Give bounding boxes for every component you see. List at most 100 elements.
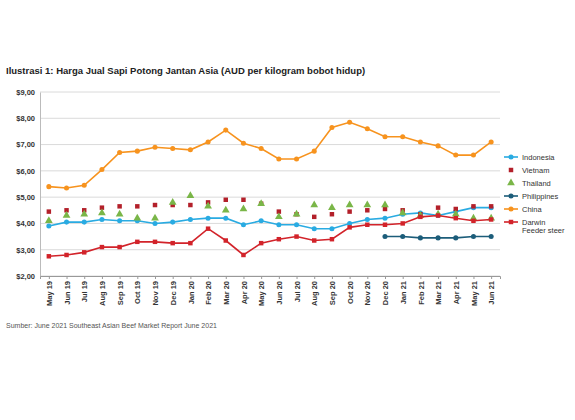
tick-label: $3,00 <box>16 246 35 255</box>
tick-mark <box>314 276 315 279</box>
tick-mark <box>456 276 457 279</box>
legend-item: China <box>504 205 542 214</box>
tick-label: $6,00 <box>16 167 35 176</box>
marker <box>188 203 192 207</box>
grid <box>40 92 500 276</box>
legend-item: Thailand <box>507 179 551 188</box>
tick-mark <box>84 276 85 279</box>
tick-mark <box>279 276 280 279</box>
marker <box>151 214 159 221</box>
tick-label: May 19 <box>45 281 54 306</box>
tick: Nov 19 <box>151 276 160 306</box>
tick: $6,00 <box>16 167 40 176</box>
marker <box>98 208 106 215</box>
marker <box>365 223 369 227</box>
marker <box>241 141 246 146</box>
marker <box>471 219 475 223</box>
marker <box>418 139 423 144</box>
tick-label: Dec 19 <box>169 281 178 305</box>
tick-mark <box>473 276 474 279</box>
legend-symbol <box>508 206 513 211</box>
marker <box>80 210 88 217</box>
marker <box>82 220 87 225</box>
tick: Jan 20 <box>187 276 196 304</box>
marker <box>223 128 228 133</box>
marker <box>100 245 104 249</box>
marker <box>64 185 69 190</box>
marker <box>400 234 405 239</box>
marker <box>436 235 441 240</box>
marker <box>347 120 352 125</box>
marker <box>206 216 211 221</box>
tick-label: Jan 20 <box>187 281 196 304</box>
tick: May 19 <box>45 276 54 306</box>
tick-mark <box>137 276 138 279</box>
tick-mark <box>49 276 50 279</box>
tick-mark <box>420 276 421 279</box>
marker <box>293 210 301 217</box>
tick-label: Jun 19 <box>63 281 72 305</box>
tick-mark <box>367 276 368 279</box>
marker <box>257 199 265 206</box>
series-line <box>49 216 491 257</box>
legend-symbol <box>507 179 515 186</box>
tick: Aug 20 <box>310 276 319 306</box>
tick-label: $2,00 <box>16 272 35 281</box>
marker <box>188 147 193 152</box>
tick-label: Apr 21 <box>452 281 461 304</box>
tick: $9,00 <box>16 88 40 97</box>
tick-label: May 20 <box>257 281 266 306</box>
tick-label: Feb 21 <box>417 281 426 305</box>
tick: $3,00 <box>16 246 40 255</box>
marker <box>418 215 422 219</box>
tick: $8,00 <box>16 114 40 123</box>
marker <box>117 204 121 208</box>
legend-symbol <box>509 220 513 224</box>
tick-label: Jul 20 <box>293 281 302 302</box>
tick-label: Mar 20 <box>222 281 231 305</box>
marker <box>436 213 440 217</box>
tick: Apr 20 <box>240 276 249 304</box>
marker <box>453 235 458 240</box>
marker <box>241 222 246 227</box>
marker <box>471 234 476 239</box>
marker <box>259 146 264 151</box>
marker <box>294 222 299 227</box>
tick-mark <box>332 276 333 279</box>
marker <box>133 214 141 221</box>
legend-symbol <box>508 154 513 159</box>
marker <box>117 218 122 223</box>
marker <box>436 213 441 218</box>
marker <box>276 222 281 227</box>
tick-label: Nov 20 <box>363 281 372 306</box>
marker <box>116 210 124 217</box>
x-axis: May 19Jun 19Jul 19Aug 19Sep 19Oct 19Nov … <box>41 276 501 306</box>
series <box>382 234 493 240</box>
tick: May 21 <box>470 276 479 306</box>
tick: $4,00 <box>16 219 40 228</box>
marker <box>82 250 86 254</box>
marker <box>329 226 334 231</box>
tick-label: Aug 19 <box>98 281 107 306</box>
tick-label: $5,00 <box>16 193 35 202</box>
marker <box>400 221 404 225</box>
marker <box>45 216 53 223</box>
source: Sumber: June 2021 Southeast Asian Beef M… <box>6 322 217 330</box>
tick-label: Sep 20 <box>328 281 337 305</box>
marker <box>312 149 317 154</box>
tick: Feb 21 <box>417 276 426 305</box>
tick-mark <box>120 276 121 279</box>
marker <box>312 226 317 231</box>
marker <box>383 207 387 211</box>
marker <box>418 235 423 240</box>
marker <box>64 253 68 257</box>
marker <box>312 238 316 242</box>
tick-label: Apr 20 <box>240 281 249 304</box>
marker <box>99 217 104 222</box>
tick-mark <box>102 276 103 279</box>
marker <box>489 204 493 208</box>
tick-label: $7,00 <box>16 140 35 149</box>
tick: Dec 20 <box>381 276 390 305</box>
tick-mark <box>243 276 244 279</box>
tick: Aug 19 <box>98 276 107 306</box>
